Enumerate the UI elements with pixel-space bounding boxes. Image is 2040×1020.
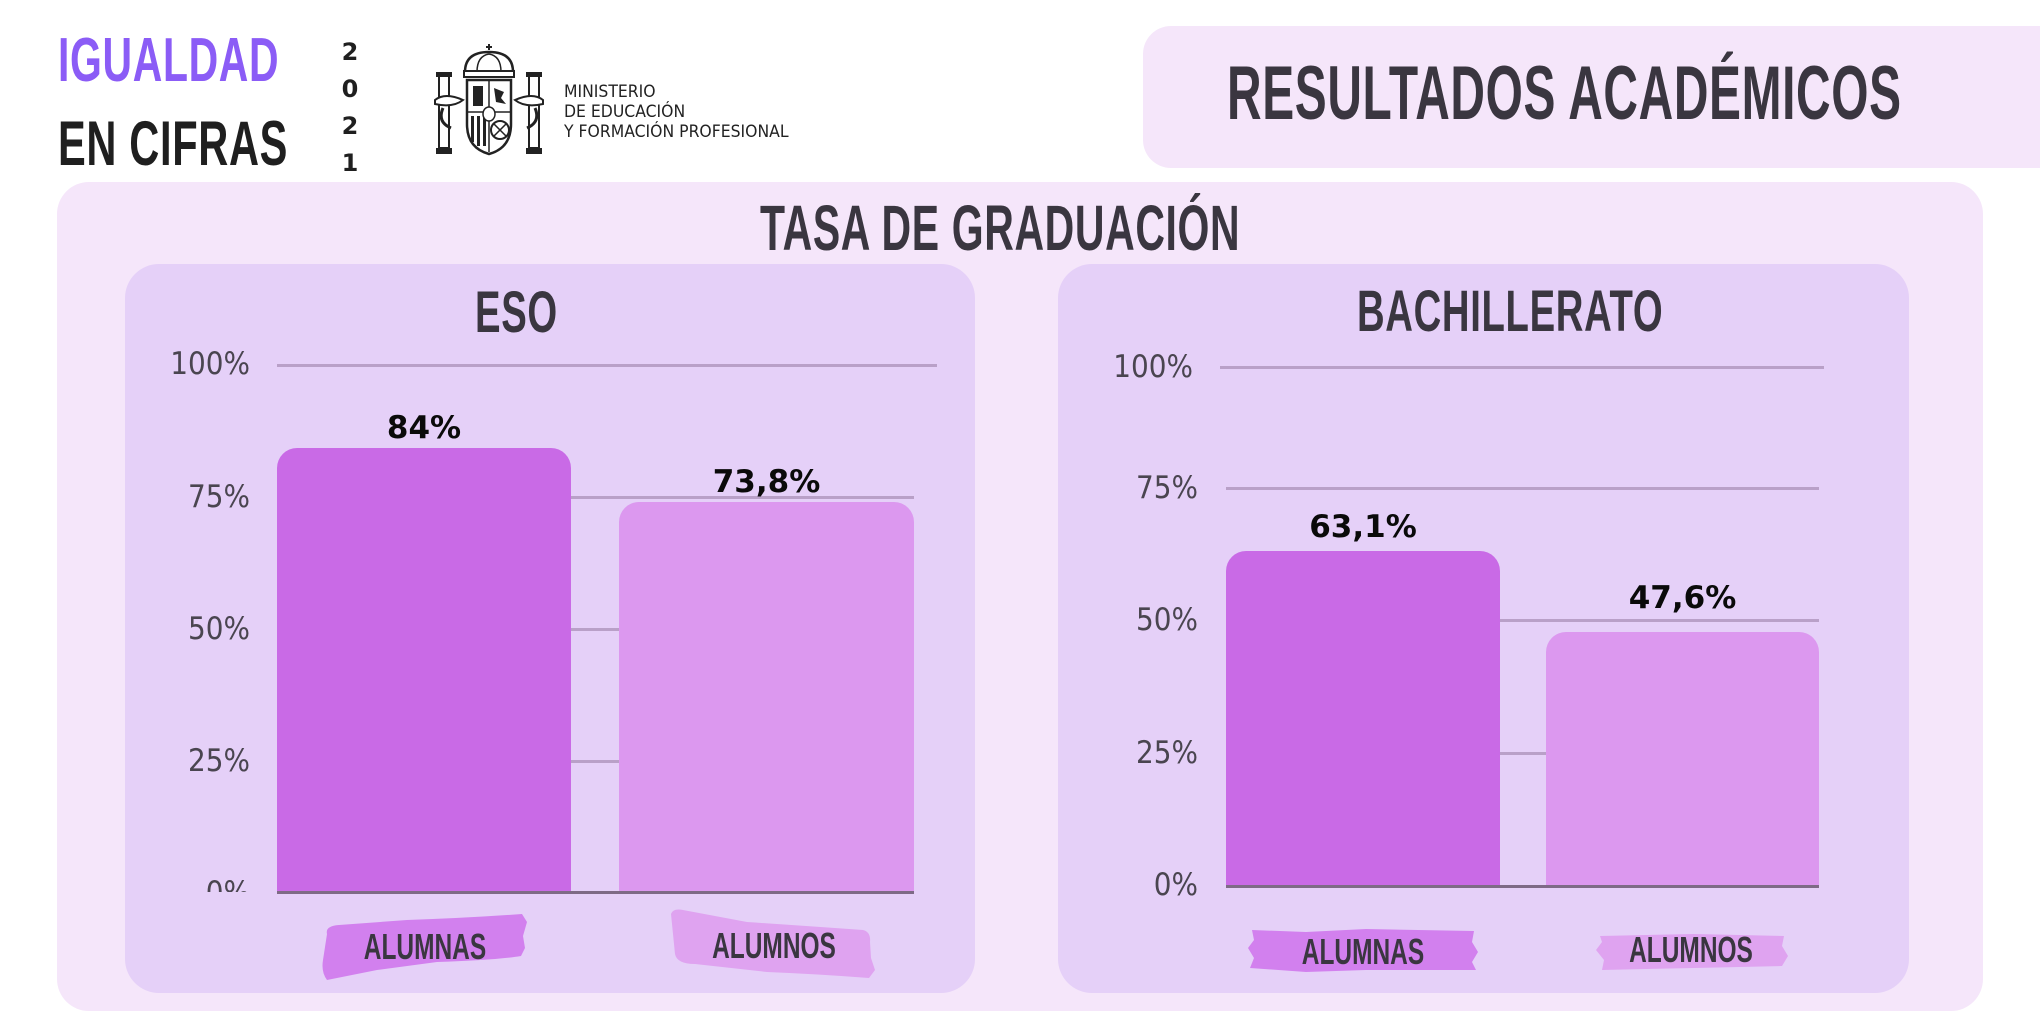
bar-eso-alumnas — [277, 448, 571, 892]
category-tag-alumnas: ALUMNAS — [317, 912, 533, 982]
category-tag-alumnos: ALUMNOS — [667, 908, 881, 980]
x-axis-baseline — [1226, 885, 1819, 888]
year-digit: 1 — [341, 149, 359, 177]
y-tick-100: 100% — [1113, 349, 1193, 385]
brand-title-en-cifras: EN CIFRAS — [58, 109, 289, 179]
category-label: ALUMNAS — [363, 926, 487, 967]
gridline-75 — [1226, 487, 1819, 490]
bar-eso-alumnos — [619, 502, 914, 892]
ministry-line: DE EDUCACIÓN — [564, 102, 686, 122]
year-digit: 2 — [341, 38, 359, 66]
y-tick-100: 100% — [170, 346, 250, 382]
bar-value-label: 73,8% — [712, 464, 821, 500]
ministry-line: Y FORMACIÓN PROFESIONAL — [564, 122, 789, 142]
category-tag-alumnos: ALUMNOS — [1594, 929, 1788, 970]
gridline-25 — [277, 760, 914, 763]
chart-card-eso: ESO 100% 75% 50% 25% 0% 84% 73,8% ALUMNA… — [125, 264, 975, 993]
category-label: ALUMNOS — [1629, 929, 1753, 970]
gridline-50 — [1226, 619, 1819, 622]
chart-title-eso: ESO — [475, 280, 558, 345]
x-axis-baseline — [277, 891, 914, 894]
y-tick-0-clip: 0% — [160, 871, 260, 892]
brand-year-vertical: 2 0 2 1 — [340, 34, 360, 182]
section-header-title: RESULTADOS ACADÉMICOS — [1227, 51, 1902, 136]
gridline-75 — [277, 496, 914, 499]
y-tick-50: 50% — [1135, 602, 1198, 638]
ministry-line: MINISTERIO — [564, 82, 656, 102]
section-header-pill — [1143, 26, 2040, 168]
coat-of-arms-of-spain-icon — [433, 42, 545, 158]
chart-title-bachillerato: BACHILLERATO — [1357, 279, 1664, 344]
panel-title: TASA DE GRADUACIÓN — [760, 192, 1241, 264]
brand-title-igualdad: IGUALDAD — [58, 26, 280, 95]
y-tick-75: 75% — [1135, 470, 1198, 506]
y-tick-0: 0% — [169, 877, 250, 892]
gridline-25 — [1226, 752, 1819, 755]
year-digit: 0 — [341, 75, 359, 103]
ministry-name: MINISTERIO DE EDUCACIÓN Y FORMACIÓN PROF… — [564, 82, 789, 142]
category-tag-alumnas: ALUMNAS — [1246, 928, 1480, 972]
y-tick-50: 50% — [187, 611, 250, 647]
bar-bachillerato-alumnas — [1226, 551, 1500, 886]
gridline-100 — [1220, 366, 1824, 369]
y-tick-75: 75% — [187, 479, 250, 515]
bar-value-label: 84% — [386, 410, 462, 446]
category-label: ALUMNOS — [712, 925, 836, 966]
bar-bachillerato-alumnos — [1546, 632, 1819, 886]
y-tick-0: 0% — [1153, 867, 1198, 903]
bar-value-label: 47,6% — [1628, 580, 1737, 616]
y-tick-25: 25% — [1135, 735, 1198, 771]
gridline-100 — [277, 364, 937, 367]
y-tick-25: 25% — [187, 743, 250, 779]
category-label: ALUMNAS — [1301, 931, 1425, 972]
year-digit: 2 — [341, 112, 359, 140]
chart-card-bachillerato: BACHILLERATO 100% 75% 50% 25% 0% 63,1% 4… — [1058, 264, 1909, 993]
bar-value-label: 63,1% — [1309, 509, 1417, 545]
gridline-50 — [277, 628, 914, 631]
